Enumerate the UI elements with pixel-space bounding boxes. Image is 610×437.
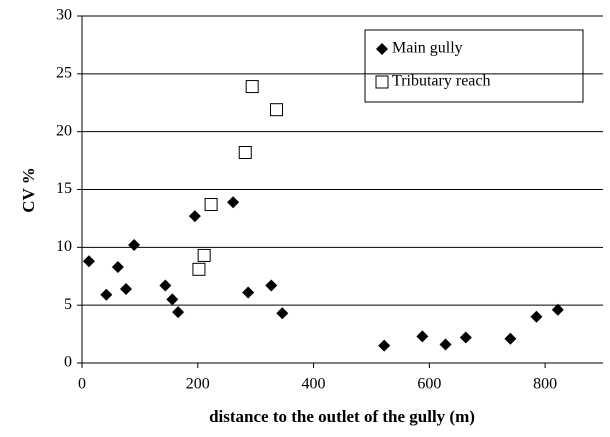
x-axis-title: distance to the outlet of the gully (m) (209, 407, 475, 426)
point (245, 80, 259, 94)
x-tick-label: 800 (533, 376, 557, 393)
point (111, 260, 124, 273)
x-tick-label: 400 (302, 376, 326, 393)
x-tick-label: 600 (417, 376, 441, 393)
legend-label: Main gully (392, 40, 463, 57)
legend-box (364, 29, 584, 103)
point (378, 339, 391, 352)
point (197, 248, 211, 262)
y-axis-title: CV % (19, 167, 38, 213)
point (439, 338, 452, 351)
x-tick-label: 200 (186, 376, 210, 393)
point (119, 282, 132, 295)
point (504, 332, 517, 345)
point (238, 145, 252, 159)
y-tick-label: 0 (64, 354, 72, 371)
point (159, 279, 172, 292)
point (188, 210, 201, 223)
point (82, 255, 95, 268)
point (204, 198, 218, 212)
legend-marker (376, 43, 388, 55)
point (227, 196, 240, 209)
point (276, 307, 289, 320)
y-tick-label: 15 (56, 180, 72, 197)
y-tick-label: 20 (56, 122, 72, 139)
legend-marker (375, 75, 389, 89)
point (100, 288, 113, 301)
point (265, 279, 278, 292)
y-tick-label: 10 (56, 238, 72, 255)
point (192, 262, 206, 276)
point (128, 239, 141, 252)
point (416, 330, 429, 343)
point (242, 286, 255, 299)
legend-label: Tributary reach (392, 73, 491, 90)
x-tick-label: 0 (78, 376, 86, 393)
y-tick-label: 30 (56, 7, 72, 24)
point (551, 303, 564, 316)
point (270, 103, 284, 117)
y-tick-label: 25 (56, 65, 72, 82)
point (172, 306, 185, 319)
point (530, 310, 543, 323)
point (166, 293, 179, 306)
point (459, 331, 472, 344)
y-tick-label: 5 (64, 296, 72, 313)
